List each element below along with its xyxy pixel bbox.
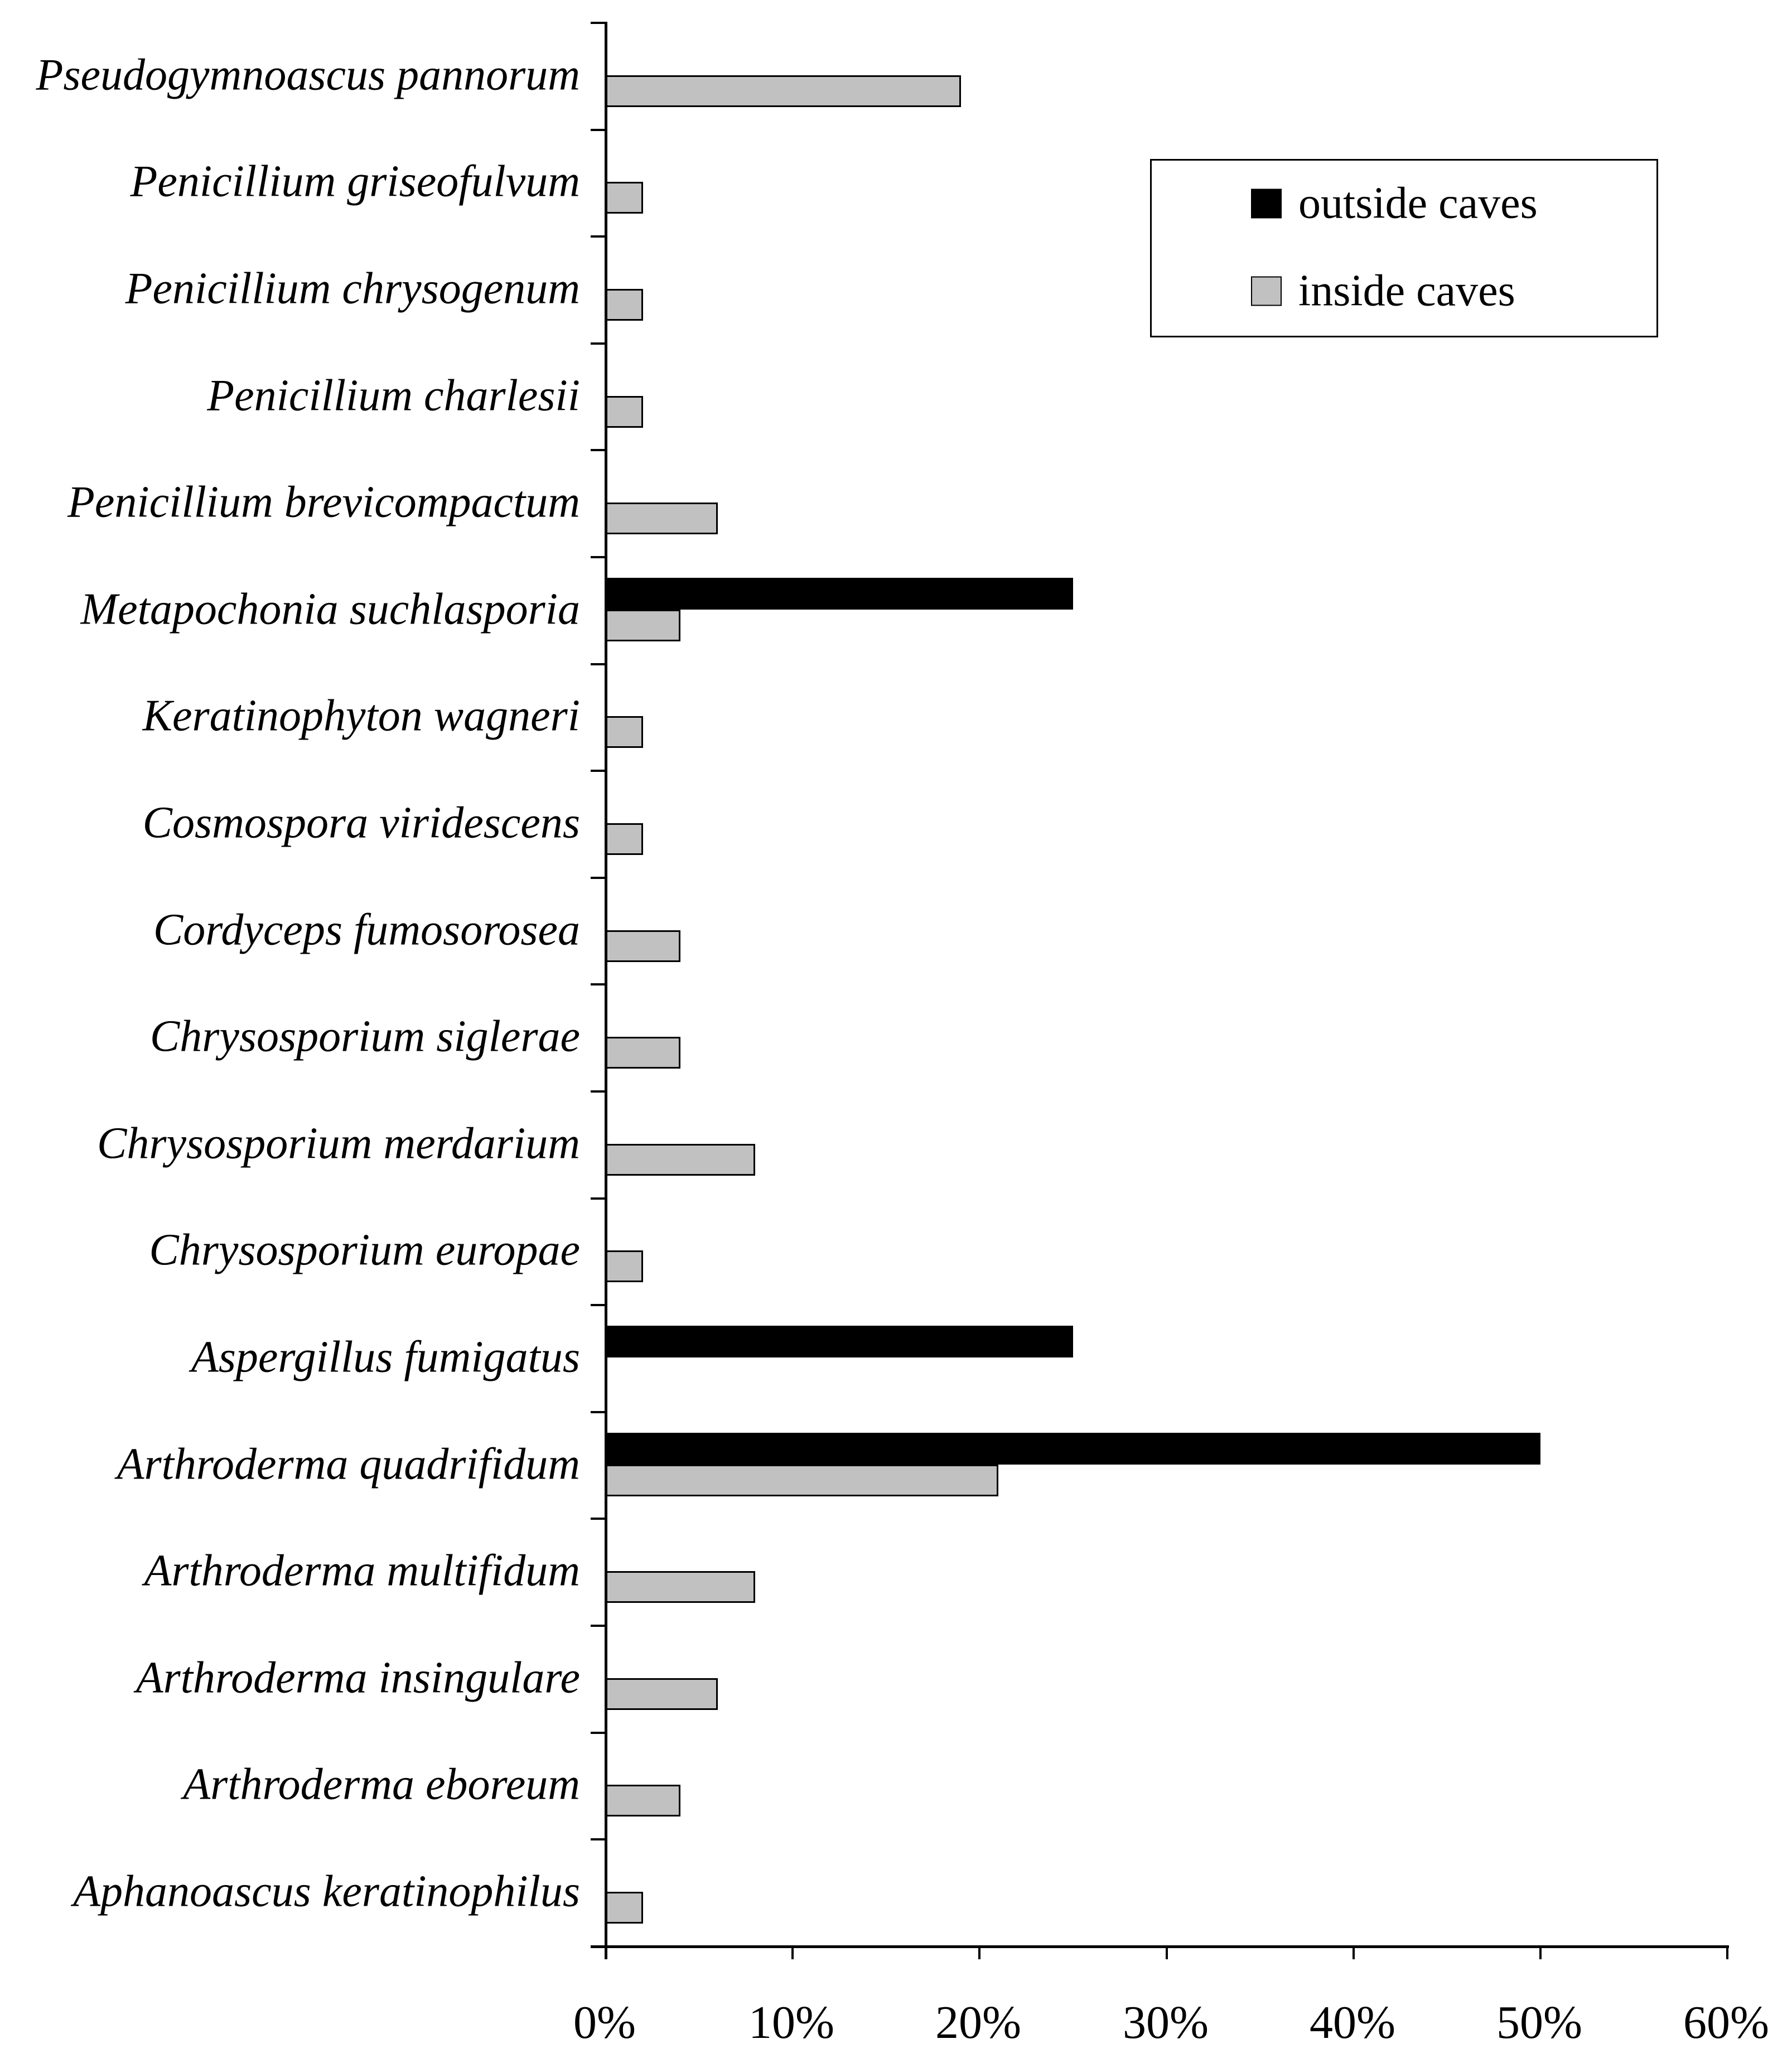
- x-axis-tick: [605, 1945, 607, 1959]
- bar-inside-caves: [606, 1571, 755, 1603]
- y-axis-tick: [591, 235, 605, 238]
- bar-inside-caves: [606, 289, 643, 321]
- y-axis-tick: [591, 1625, 605, 1627]
- x-axis-tick: [978, 1945, 980, 1959]
- x-axis-tick-label: 40%: [1310, 1997, 1395, 2048]
- x-axis-line: [591, 1945, 1729, 1948]
- bar-outside-caves: [606, 1433, 1540, 1465]
- category-label: Aphanoascus keratinophilus: [73, 1867, 580, 1916]
- category-label: Penicillium brevicompactum: [67, 477, 580, 527]
- category-label: Chrysosporium siglerae: [149, 1012, 580, 1061]
- bar-inside-caves: [606, 75, 961, 107]
- category-label: Cordyceps fumosorosea: [153, 905, 580, 955]
- x-axis-tick-label: 50%: [1496, 1997, 1582, 2048]
- category-label: Penicillium charlesii: [207, 371, 580, 421]
- legend-box: outside caves inside caves: [1150, 159, 1658, 337]
- bar-inside-caves: [606, 930, 680, 962]
- category-label: Arthroderma multifidum: [144, 1546, 580, 1596]
- y-axis-tick: [591, 983, 605, 985]
- x-axis-tick: [791, 1945, 794, 1959]
- bar-inside-caves: [606, 1465, 998, 1496]
- inside-caves-swatch-icon: [1251, 276, 1282, 306]
- bar-inside-caves: [606, 1785, 680, 1816]
- x-axis-tick-label: 60%: [1683, 1997, 1769, 2048]
- bar-inside-caves: [606, 1678, 718, 1710]
- legend-label-outside-caves: outside caves: [1298, 178, 1538, 228]
- y-axis-tick: [591, 1838, 605, 1840]
- category-label: Penicillium griseofulvum: [130, 157, 580, 206]
- x-axis-tick: [1353, 1945, 1355, 1959]
- bar-inside-caves: [606, 610, 680, 641]
- y-axis-tick: [591, 877, 605, 879]
- y-axis-tick: [591, 1304, 605, 1306]
- bar-inside-caves: [606, 716, 643, 748]
- category-label: Arthroderma quadrifidum: [117, 1439, 580, 1489]
- bar-inside-caves: [606, 396, 643, 428]
- y-axis-tick: [591, 1945, 605, 1948]
- bar-inside-caves: [606, 503, 718, 534]
- bar-outside-caves: [606, 1326, 1073, 1357]
- x-axis-tick-label: 0%: [573, 1997, 636, 2048]
- y-axis-tick: [591, 556, 605, 558]
- y-axis-tick: [591, 1197, 605, 1200]
- bar-outside-caves: [606, 578, 1073, 610]
- x-axis-tick-label: 30%: [1123, 1997, 1209, 2048]
- y-axis-tick: [591, 22, 605, 24]
- x-axis-tick: [1726, 1945, 1728, 1959]
- bar-inside-caves: [606, 182, 643, 214]
- y-axis-tick: [591, 663, 605, 665]
- category-label: Chrysosporium merdarium: [97, 1119, 580, 1168]
- y-axis-tick: [591, 342, 605, 345]
- y-axis-tick: [591, 1090, 605, 1093]
- y-axis-tick: [591, 1732, 605, 1734]
- y-axis-tick: [591, 1411, 605, 1413]
- category-label: Penicillium chrysogenum: [125, 264, 580, 313]
- bar-inside-caves: [606, 823, 643, 855]
- bar-inside-caves: [606, 1892, 643, 1924]
- category-label: Metapochonia suchlasporia: [80, 584, 580, 634]
- y-axis-tick: [591, 449, 605, 451]
- bar-inside-caves: [606, 1144, 755, 1176]
- y-axis-tick: [591, 770, 605, 772]
- x-axis-tick: [1539, 1945, 1542, 1959]
- outside-caves-swatch-icon: [1251, 189, 1282, 219]
- category-label: Arthroderma eboreum: [183, 1760, 580, 1809]
- y-axis-line: [605, 22, 607, 1959]
- x-axis-tick-label: 20%: [935, 1997, 1021, 2048]
- x-axis-tick: [1166, 1945, 1168, 1959]
- y-axis-tick: [591, 129, 605, 131]
- category-label: Cosmospora viridescens: [142, 798, 580, 848]
- y-axis-tick: [591, 1518, 605, 1520]
- legend-label-inside-caves: inside caves: [1298, 266, 1515, 316]
- bar-inside-caves: [606, 1037, 680, 1069]
- x-axis-tick-label: 10%: [748, 1997, 834, 2048]
- category-label: Keratinophyton wagneri: [142, 691, 580, 741]
- category-label: Chrysosporium europae: [149, 1225, 580, 1275]
- category-label: Aspergillus fumigatus: [191, 1332, 580, 1382]
- category-label: Arthroderma insingulare: [136, 1653, 580, 1703]
- category-label: Pseudogymnoascus pannorum: [36, 50, 580, 100]
- bar-inside-caves: [606, 1250, 643, 1282]
